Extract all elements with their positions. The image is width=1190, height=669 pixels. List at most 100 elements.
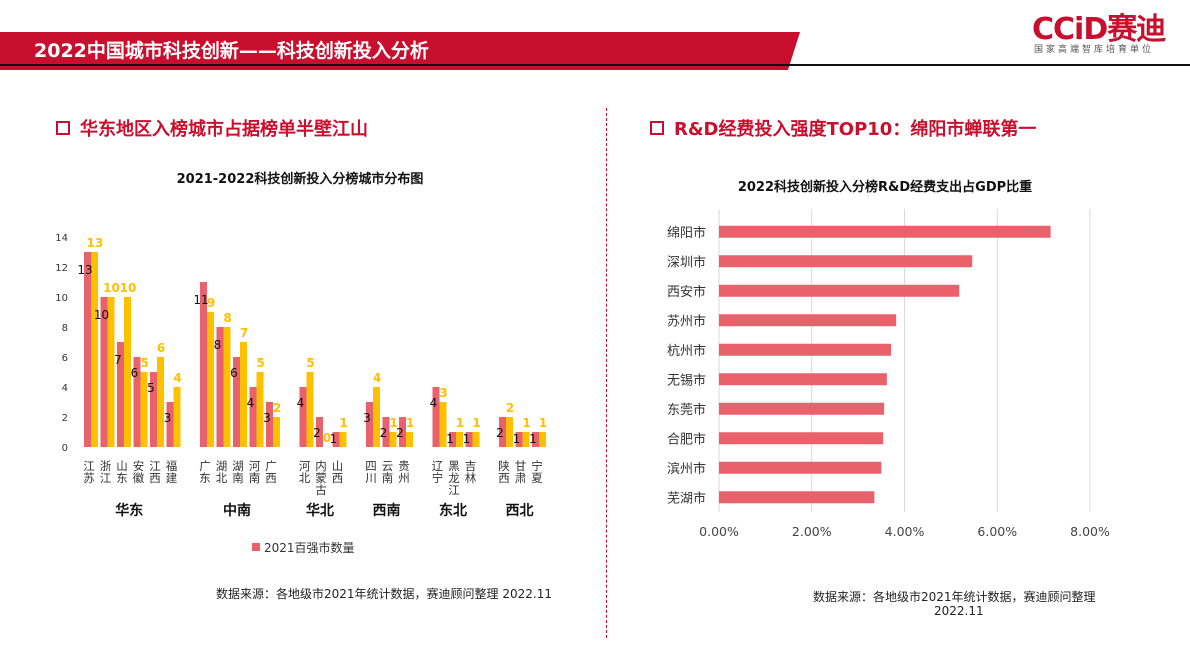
bar-2021	[399, 417, 406, 447]
data-label-2021: 4	[430, 396, 438, 410]
x-tick-label: 东	[199, 471, 211, 485]
legend-label-2021: 2021百强市数量	[264, 540, 355, 555]
bar-2022	[173, 387, 181, 447]
bar-2021	[216, 327, 224, 447]
group-label: 东北	[439, 502, 467, 519]
right-section-title: R&D经费投入强度TOP10：绵阳市蝉联第一	[674, 119, 1037, 140]
x-tick-label: 西	[498, 471, 510, 485]
data-label-2021: 8	[214, 338, 222, 352]
bar-2022	[223, 327, 231, 447]
bar-2021	[84, 252, 91, 447]
x-tick-label: 东	[116, 471, 128, 485]
rd-bar	[719, 461, 882, 474]
x-tick-label: 建	[166, 471, 178, 485]
group-label: 西南	[373, 502, 401, 519]
x-tick-label: 福	[166, 459, 178, 473]
bullet-square-icon	[650, 121, 664, 135]
bar-2021	[332, 432, 340, 447]
data-label-2021: 6	[230, 366, 238, 380]
y-tick-label: 10	[55, 293, 68, 304]
x-tick-label: 肃	[515, 471, 527, 485]
bar-2022	[439, 402, 447, 447]
rd-bar	[719, 491, 875, 504]
x-tick-label: 广	[265, 459, 277, 473]
bar-2022	[207, 312, 214, 447]
data-label-2022: 10	[103, 281, 120, 295]
y-tick-label: 0	[62, 443, 68, 454]
group-label: 华东	[115, 502, 143, 519]
data-label-2021: 4	[297, 396, 305, 410]
bar-2021	[266, 402, 273, 447]
x-tick-label: 川	[365, 471, 377, 485]
data-label-2021: 3	[363, 411, 371, 425]
x-tick-label: 古	[315, 483, 327, 497]
right-source-note: 数据来源：各地级市2021年统计数据，赛迪顾问整理	[813, 590, 1096, 604]
header-divider	[0, 64, 1190, 66]
x-tick-label: 苏	[83, 471, 95, 485]
rd-bar	[719, 255, 973, 268]
x-tick-label: 湖	[216, 459, 228, 473]
y-tick-label: 8	[62, 323, 68, 334]
logo-subtitle: 国家高端智库培育单位	[1034, 45, 1155, 55]
data-label-2021: 2	[396, 426, 404, 440]
bullet-square-icon	[56, 121, 70, 135]
data-label-2022: 7	[240, 326, 248, 340]
bar-2021	[499, 417, 506, 447]
x-tick-label: 北	[216, 471, 228, 485]
data-label-2021: 13	[77, 263, 92, 277]
bar-2022	[472, 432, 480, 447]
x-tick-label: 林	[465, 471, 477, 485]
x-tick-label: 徽	[133, 471, 145, 485]
data-label-2021: 6	[131, 366, 139, 380]
x-tick-label: 广	[199, 459, 211, 473]
group-label: 中南	[223, 502, 251, 519]
x-tick-label: 西	[332, 471, 344, 485]
data-label-2022: 1	[406, 416, 414, 430]
bar-2021	[150, 372, 157, 447]
city-distribution-chart: 024681012141313江苏1010浙江710山东65安徽56江西34福建…	[55, 233, 547, 555]
x-tick-label: 内	[315, 459, 327, 473]
x-tick-label: 四	[365, 459, 377, 473]
bar-2022	[157, 357, 164, 447]
x-tick-label: 0.00%	[699, 524, 739, 539]
bar-2022	[240, 342, 247, 447]
data-label-2022: 6	[157, 341, 165, 355]
data-label-2021: 3	[263, 411, 271, 425]
data-label-2022: 4	[373, 371, 381, 385]
bar-2021	[133, 357, 141, 447]
left-chart-title: 2021-2022科技创新投入分榜城市分布图	[176, 172, 424, 187]
bar-2022	[339, 432, 347, 447]
data-label-2021: 2	[496, 426, 504, 440]
data-label-2021: 1	[463, 432, 471, 446]
data-label-2022: 8	[223, 311, 231, 325]
x-tick-label: 蒙	[315, 471, 327, 485]
x-tick-label: 浙	[100, 459, 112, 473]
data-label-2022: 1	[339, 416, 347, 430]
x-tick-label: 西	[149, 471, 161, 485]
bar-2022	[273, 417, 280, 447]
bar-2022	[140, 372, 148, 447]
bar-2021	[432, 387, 440, 447]
bar-2021	[449, 432, 456, 447]
x-tick-label: 6.00%	[977, 524, 1017, 539]
data-label-2022: 9	[207, 296, 215, 310]
x-tick-label: 安	[133, 459, 145, 473]
bar-2021	[316, 417, 323, 447]
left-source-note: 数据来源：各地级市2021年统计数据，赛迪顾问整理 2022.11	[216, 587, 552, 601]
y-tick-label: 西安市	[667, 284, 706, 300]
bar-2022	[406, 432, 413, 447]
x-tick-label: 江	[149, 459, 161, 473]
x-tick-label: 江	[100, 471, 112, 485]
y-tick-label: 合肥市	[667, 431, 706, 447]
y-tick-label: 无锡市	[667, 372, 706, 388]
bar-2022	[256, 372, 264, 447]
y-tick-label: 4	[62, 383, 68, 394]
data-label-2022: 1	[456, 416, 464, 430]
data-label-2022: 1	[539, 416, 547, 430]
y-tick-label: 6	[62, 353, 68, 364]
bar-2022	[306, 372, 314, 447]
data-label-2021: 11	[193, 293, 208, 307]
x-tick-label: 陕	[498, 459, 510, 473]
y-tick-label: 14	[55, 233, 68, 244]
bar-2021	[166, 402, 174, 447]
